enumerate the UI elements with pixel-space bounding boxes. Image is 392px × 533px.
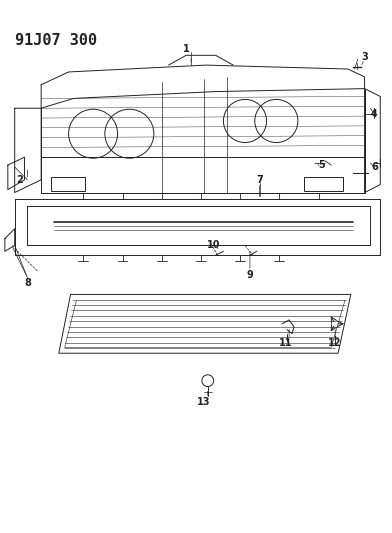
Text: 13: 13 <box>197 397 211 407</box>
Text: 12: 12 <box>328 338 342 349</box>
Text: 6: 6 <box>371 162 378 172</box>
Text: 9: 9 <box>247 270 253 280</box>
Text: 1: 1 <box>183 44 190 54</box>
Text: 91J07 300: 91J07 300 <box>15 33 97 48</box>
Text: 7: 7 <box>256 175 263 185</box>
Text: 3: 3 <box>361 52 368 62</box>
Text: 8: 8 <box>24 278 31 288</box>
Text: 11: 11 <box>279 338 293 349</box>
Text: 5: 5 <box>318 160 325 170</box>
Text: 10: 10 <box>207 240 220 251</box>
Text: 2: 2 <box>16 175 23 185</box>
Text: 4: 4 <box>371 109 378 119</box>
